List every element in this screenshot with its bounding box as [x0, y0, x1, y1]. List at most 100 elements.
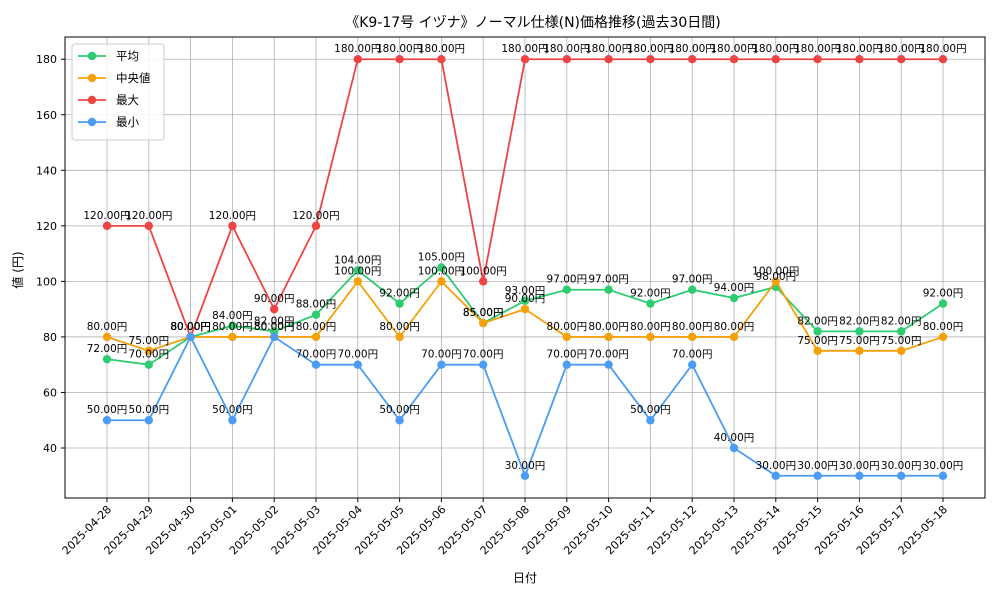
- data-point: [270, 304, 279, 314]
- data-point: [102, 416, 112, 425]
- data-point: [102, 221, 112, 231]
- legend-marker: [87, 73, 97, 83]
- data-label: 85.00円: [463, 307, 504, 319]
- data-label: 75.00円: [797, 335, 838, 347]
- data-label: 80.00円: [170, 321, 211, 333]
- data-point: [479, 360, 488, 369]
- data-point: [604, 360, 613, 369]
- data-point: [729, 293, 739, 303]
- data-point: [270, 332, 279, 342]
- y-tick-label: 160: [36, 109, 57, 122]
- data-label: 72.00円: [87, 343, 128, 355]
- data-point: [938, 332, 948, 342]
- data-point: [186, 332, 195, 342]
- data-point: [688, 285, 697, 294]
- data-point: [855, 327, 864, 336]
- y-tick-label: 120: [36, 220, 57, 233]
- data-point: [897, 471, 906, 480]
- data-label: 105.00円: [418, 252, 465, 264]
- data-label: 70.00円: [338, 349, 379, 361]
- data-point: [228, 332, 237, 342]
- data-point: [311, 360, 321, 369]
- y-tick-label: 40: [43, 442, 57, 455]
- data-point: [938, 299, 948, 308]
- legend-marker: [87, 51, 97, 61]
- data-label: 180.00円: [501, 43, 548, 55]
- data-label: 180.00円: [919, 43, 966, 55]
- data-point: [562, 285, 571, 294]
- data-point: [562, 55, 571, 64]
- data-point: [437, 263, 446, 272]
- data-point: [897, 346, 906, 356]
- data-point: [311, 332, 321, 342]
- y-tick-label: 60: [43, 386, 57, 399]
- data-point: [938, 471, 948, 480]
- data-label: 94.00円: [714, 282, 755, 294]
- data-point: [353, 360, 362, 369]
- legend-label: 中央値: [116, 71, 151, 85]
- data-label: 97.00円: [672, 274, 713, 286]
- data-label: 30.00円: [881, 460, 922, 472]
- data-label: 90.00円: [505, 293, 546, 305]
- data-label: 80.00円: [547, 321, 588, 333]
- data-label: 90.00円: [254, 293, 295, 305]
- data-label: 80.00円: [170, 321, 211, 333]
- data-label: 40.00円: [714, 432, 755, 444]
- legend-marker: [87, 117, 97, 127]
- data-point: [855, 55, 864, 64]
- data-label: 180.00円: [752, 43, 799, 55]
- data-label: 180.00円: [794, 43, 841, 55]
- data-point: [144, 346, 153, 356]
- data-point: [729, 55, 739, 64]
- data-point: [646, 416, 655, 425]
- data-point: [395, 332, 404, 342]
- data-point: [437, 55, 446, 64]
- data-point: [646, 55, 655, 64]
- data-label: 180.00円: [669, 43, 716, 55]
- data-point: [520, 296, 530, 306]
- data-point: [144, 221, 153, 231]
- data-point: [353, 55, 362, 64]
- data-label: 97.00円: [588, 274, 629, 286]
- data-label: 30.00円: [756, 460, 797, 472]
- data-point: [520, 471, 530, 480]
- data-point: [437, 277, 446, 286]
- data-label: 75.00円: [881, 335, 922, 347]
- data-label: 120.00円: [292, 210, 339, 222]
- legend-label: 最大: [116, 93, 139, 107]
- data-label: 120.00円: [209, 210, 256, 222]
- data-label: 100.00円: [460, 265, 507, 277]
- data-point: [646, 299, 655, 308]
- data-point: [228, 416, 237, 425]
- data-label: 180.00円: [878, 43, 925, 55]
- data-label: 82.00円: [254, 315, 295, 327]
- data-point: [897, 55, 906, 64]
- data-label: 120.00円: [83, 210, 130, 222]
- x-axis-label: 日付: [513, 571, 537, 585]
- data-label: 100.00円: [752, 265, 799, 277]
- data-label: 80.00円: [170, 321, 211, 333]
- data-label: 80.00円: [923, 321, 964, 333]
- data-label: 92.00円: [379, 288, 420, 300]
- data-point: [604, 55, 613, 64]
- data-label: 100.00円: [418, 265, 465, 277]
- data-label: 70.00円: [463, 349, 504, 361]
- data-label: 92.00円: [630, 288, 671, 300]
- data-point: [813, 346, 822, 356]
- data-label: 80.00円: [630, 321, 671, 333]
- data-label: 180.00円: [585, 43, 632, 55]
- data-label: 75.00円: [839, 335, 880, 347]
- data-point: [562, 360, 571, 369]
- data-point: [228, 321, 237, 331]
- data-label: 70.00円: [672, 349, 713, 361]
- y-axis-label: 値 (円): [10, 251, 25, 288]
- data-point: [897, 327, 906, 336]
- data-point: [311, 221, 321, 231]
- data-point: [395, 416, 404, 425]
- data-point: [520, 55, 530, 64]
- data-label: 80.00円: [714, 321, 755, 333]
- y-tick-label: 180: [36, 53, 57, 66]
- data-label: 85.00円: [463, 307, 504, 319]
